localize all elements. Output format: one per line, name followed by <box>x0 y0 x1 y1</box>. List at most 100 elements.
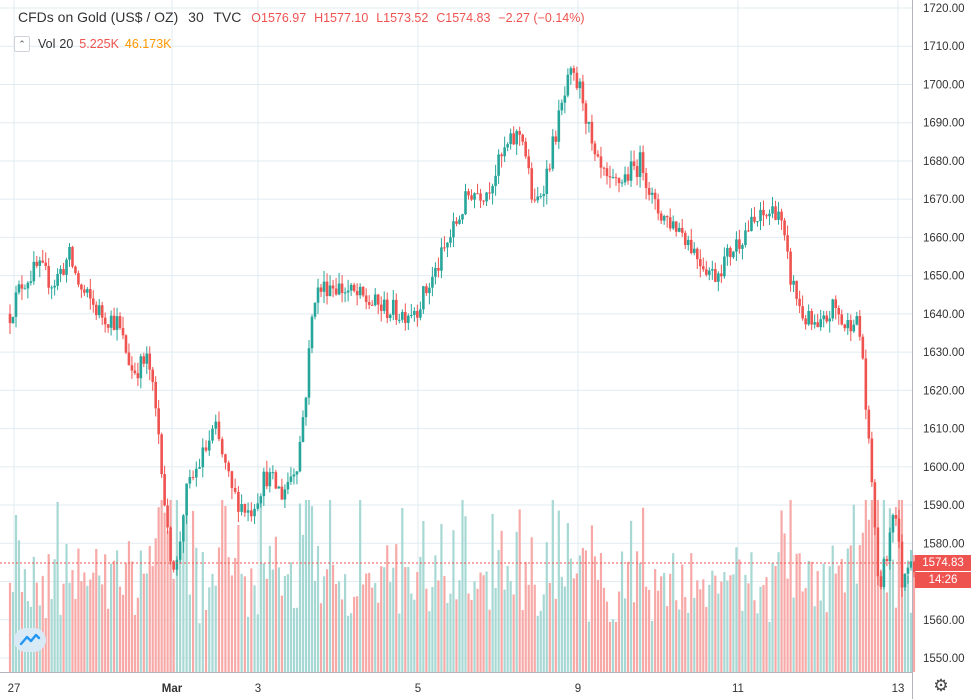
candle <box>608 165 612 189</box>
candle <box>160 432 163 478</box>
candle <box>479 188 482 208</box>
candle <box>816 313 819 328</box>
candle-body <box>849 320 853 332</box>
volume-bar <box>554 598 557 672</box>
candle-body <box>786 235 789 252</box>
volume-bar <box>765 577 768 672</box>
price-tick-label: 1710.00 <box>923 41 965 53</box>
volume-bar <box>696 580 699 672</box>
volume-bar <box>62 583 65 672</box>
candle-body <box>804 318 807 325</box>
candle-body <box>512 133 515 145</box>
candle-body <box>233 488 237 492</box>
candle <box>578 78 582 99</box>
candle <box>370 300 374 306</box>
candle <box>289 467 293 485</box>
price-tick-label: 1610.00 <box>923 424 965 436</box>
candle <box>891 513 895 543</box>
candle-body <box>768 213 771 217</box>
volume-label[interactable]: Vol <box>38 37 56 51</box>
candle-body <box>900 541 904 588</box>
candle <box>65 257 68 283</box>
volume-length: 20 <box>59 37 74 51</box>
candle <box>198 458 201 470</box>
candle-body <box>695 248 699 260</box>
candle-body <box>659 213 663 221</box>
volume-bar <box>828 566 831 672</box>
candle <box>361 286 365 298</box>
candle <box>29 270 33 286</box>
candle <box>352 282 356 293</box>
candle-body <box>41 260 45 263</box>
volume-bar <box>240 573 243 672</box>
volume-bar <box>325 569 329 672</box>
candle <box>807 304 810 326</box>
candle-body <box>8 313 12 324</box>
candle <box>407 313 410 331</box>
candle-body <box>539 196 543 198</box>
candle <box>843 323 847 332</box>
volume-bar <box>614 621 618 672</box>
candle <box>641 145 645 181</box>
symbol-title[interactable]: CFDs on Gold (US$ / OZ) <box>18 9 179 25</box>
candle <box>647 182 651 201</box>
candle-body <box>340 283 344 293</box>
candle-body <box>109 315 113 328</box>
volume-bar <box>533 584 536 672</box>
candle-body <box>879 576 883 587</box>
candle <box>524 137 528 159</box>
volume-bar <box>154 538 157 672</box>
settings-gear-icon[interactable]: ⚙ <box>933 676 949 695</box>
price-tick-label: 1600.00 <box>923 462 965 474</box>
candle <box>413 307 416 322</box>
volume-bar <box>885 592 889 672</box>
candle-body <box>169 527 172 562</box>
candle-body <box>103 317 107 325</box>
candle <box>26 280 30 299</box>
candle-body <box>611 177 615 179</box>
volume-bar <box>506 565 509 672</box>
volume-bar <box>759 586 762 672</box>
candle-body <box>163 474 166 506</box>
candle <box>404 303 407 331</box>
interval-label[interactable]: 30 <box>188 9 204 25</box>
candle <box>879 569 883 590</box>
collapse-icon[interactable]: ⌃ <box>14 36 30 52</box>
tradingview-logo-icon[interactable] <box>14 628 46 652</box>
candle-body <box>136 373 140 379</box>
volume-bar <box>729 575 732 672</box>
candle-body <box>352 284 356 291</box>
volume-bar <box>708 584 711 672</box>
candle-body <box>705 269 708 275</box>
candle <box>220 436 224 458</box>
candle <box>56 268 59 291</box>
candle <box>590 114 594 151</box>
candle-body <box>735 239 738 252</box>
candle-body <box>74 266 77 274</box>
candle <box>515 129 518 155</box>
candle-body <box>274 472 278 489</box>
candle <box>822 310 825 328</box>
volume-bar <box>452 530 455 672</box>
candle <box>560 99 564 116</box>
volume-bar <box>690 553 693 672</box>
candle-body <box>331 285 335 289</box>
volume-bar <box>518 509 521 672</box>
candle-body <box>795 280 798 299</box>
volume-bar <box>434 555 437 672</box>
candle <box>732 251 735 259</box>
candle <box>789 247 792 292</box>
volume-bar <box>822 563 825 672</box>
candle <box>20 275 24 300</box>
candle <box>644 167 648 200</box>
volume-bar <box>127 541 131 672</box>
candle <box>593 140 597 161</box>
candle-body <box>361 286 365 296</box>
candle-body <box>476 193 479 195</box>
candle-body <box>774 206 777 220</box>
candle <box>711 260 714 280</box>
candle <box>569 66 573 85</box>
volume-bar <box>256 614 259 672</box>
candle-body <box>771 206 774 214</box>
